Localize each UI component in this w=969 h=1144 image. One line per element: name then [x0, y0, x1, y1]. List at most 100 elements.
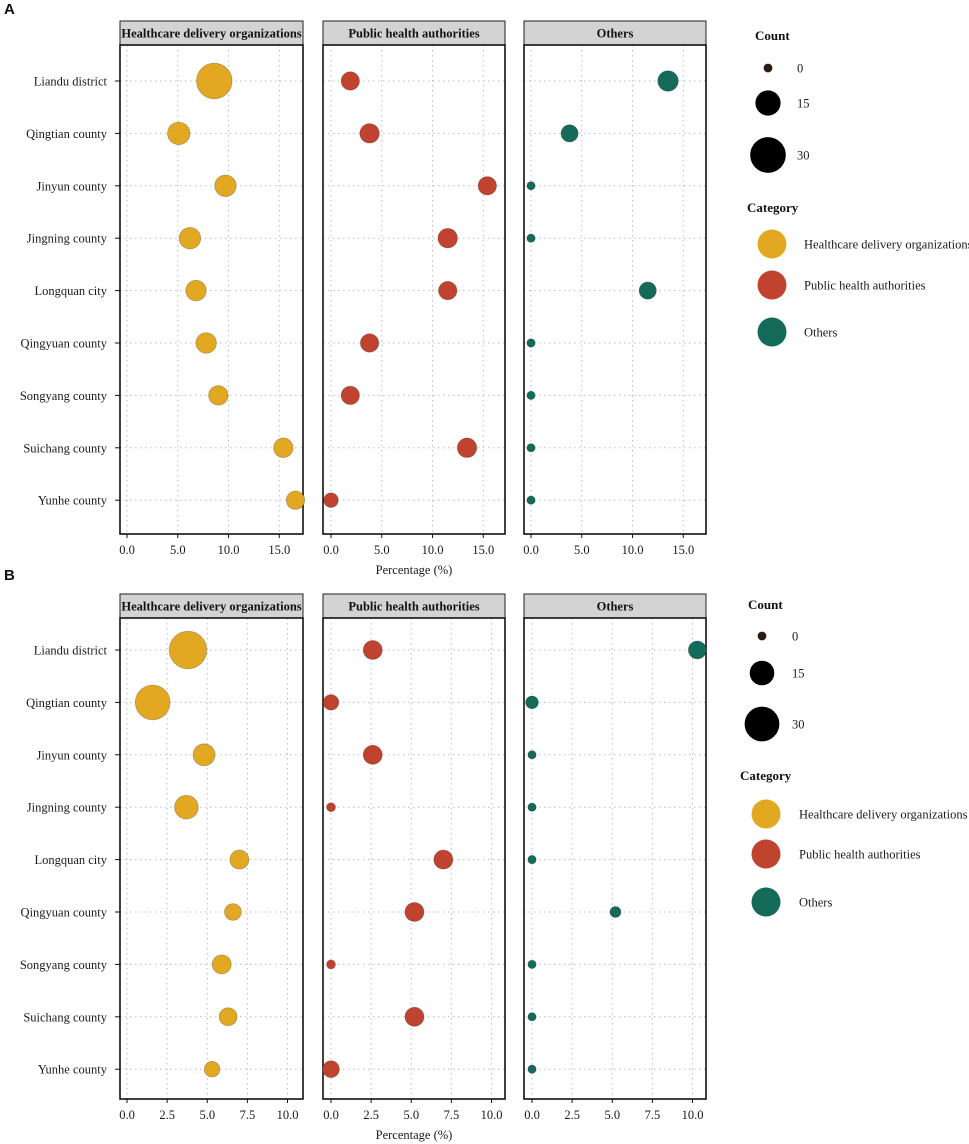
data-point-hdo [208, 385, 229, 406]
data-point-others [638, 281, 657, 300]
legend-count-label: 0 [797, 62, 803, 76]
data-point-pha [477, 176, 497, 196]
data-point-pha [326, 959, 336, 970]
facet-title-others: Others [597, 27, 634, 41]
data-point-pha [456, 437, 478, 458]
x-tick-label: 5.0 [403, 1108, 419, 1122]
x-tick-label: 0.0 [524, 1108, 540, 1122]
x-tick-label: 0.0 [523, 543, 539, 557]
legend-category-title: Category [740, 768, 792, 783]
y-tick-label: Jingning county [27, 801, 108, 815]
y-tick-label: Qingyuan county [21, 906, 108, 920]
x-tick-label: 2.5 [363, 1108, 379, 1122]
x-tick-label: 10.0 [481, 1108, 503, 1122]
legend-count-label: 15 [797, 97, 810, 111]
legend-category-label: Public health authorities [804, 279, 926, 293]
facet-strip-pha [322, 20, 506, 46]
data-point-pha [362, 744, 383, 765]
legend-category-label: Healthcare delivery organizations [804, 238, 969, 252]
data-point-others [527, 1064, 537, 1074]
x-tick-label: 7.5 [240, 1108, 256, 1122]
legend-category-label: Healthcare delivery organizations [799, 808, 968, 822]
data-point-others [527, 1012, 537, 1022]
facet-frame-pha [322, 44, 506, 535]
data-point-pha [362, 640, 383, 660]
facet-strip-hdo [119, 20, 304, 46]
legend-category-swatch [757, 317, 787, 347]
data-point-hdo [203, 1061, 221, 1078]
data-point-hdo [192, 743, 216, 767]
x-tick-label: 15.0 [472, 543, 494, 557]
data-point-others [560, 124, 579, 143]
data-point-others [526, 390, 536, 400]
facet-title-pha: Public health authorities [348, 600, 479, 614]
data-point-hdo [211, 954, 232, 975]
legend-count-circle [757, 631, 767, 641]
legend-category-swatch [751, 839, 781, 869]
x-tick-label: 10.0 [277, 1108, 299, 1122]
y-tick-label: Songyang county [20, 958, 108, 972]
x-tick-label: 2.5 [159, 1108, 175, 1122]
x-tick-label: 5.0 [170, 543, 186, 557]
data-point-others [526, 443, 536, 453]
legend-category-label: Others [804, 326, 837, 340]
legend-category-swatch [757, 229, 787, 259]
facet-frame-hdo [119, 617, 304, 1100]
x-axis-title: Percentage (%) [376, 563, 453, 577]
data-point-others [609, 906, 622, 918]
data-point-others [657, 70, 679, 92]
data-point-hdo [195, 332, 217, 354]
data-point-others [526, 338, 536, 348]
x-axis-title: Percentage (%) [376, 1128, 453, 1142]
data-point-hdo [214, 174, 237, 197]
data-point-hdo [167, 121, 191, 146]
legend-category-title: Category [747, 200, 799, 215]
data-point-pha [340, 385, 360, 406]
facet-frame-others [523, 44, 707, 535]
y-tick-label: Longquan city [34, 853, 107, 867]
data-point-others [527, 854, 537, 865]
legend-count-label: 0 [792, 630, 798, 644]
legend-count-circle [755, 90, 781, 116]
data-point-others [526, 233, 536, 243]
x-tick-label: 0.0 [323, 1108, 339, 1122]
data-point-hdo [224, 903, 242, 921]
data-point-pha [437, 228, 458, 249]
data-point-pha [322, 1060, 340, 1079]
data-point-hdo [273, 437, 294, 458]
y-tick-label: Jingning county [27, 232, 108, 246]
facet-strip-pha [322, 593, 506, 619]
x-tick-label: 10.0 [682, 1108, 704, 1122]
data-point-hdo [178, 227, 202, 250]
x-tick-label: 7.5 [645, 1108, 661, 1122]
legend-category-swatch [751, 887, 781, 917]
data-point-others [527, 959, 537, 970]
data-point-pha [340, 71, 360, 91]
legend-count-circle [744, 706, 780, 742]
data-point-pha [433, 849, 454, 870]
data-point-others [687, 640, 707, 660]
data-point-pha [359, 123, 380, 144]
y-tick-label: Jinyun county [37, 179, 108, 193]
data-point-others [525, 695, 539, 710]
legend-count-circle [749, 660, 775, 686]
x-tick-label: 7.5 [444, 1108, 460, 1122]
data-point-pha [322, 694, 340, 711]
y-tick-label: Liandu district [34, 644, 108, 658]
x-tick-label: 0.0 [119, 543, 135, 557]
facet-title-others: Others [597, 600, 634, 614]
legend-category-swatch [751, 799, 781, 829]
data-point-pha [323, 492, 339, 508]
facet-frame-hdo [119, 44, 304, 535]
data-point-hdo [196, 62, 233, 100]
facet-title-hdo: Healthcare delivery organizations [121, 27, 301, 41]
y-tick-label: Longquan city [34, 284, 107, 298]
data-point-others [527, 750, 537, 760]
x-tick-label: 15.0 [268, 543, 290, 557]
panel-label-a: A [4, 1, 15, 18]
y-tick-label: Yunhe county [38, 1063, 108, 1077]
legend-count-circle [750, 137, 786, 173]
y-tick-label: Qingtian county [26, 696, 108, 710]
facet-title-pha: Public health authorities [348, 27, 479, 41]
